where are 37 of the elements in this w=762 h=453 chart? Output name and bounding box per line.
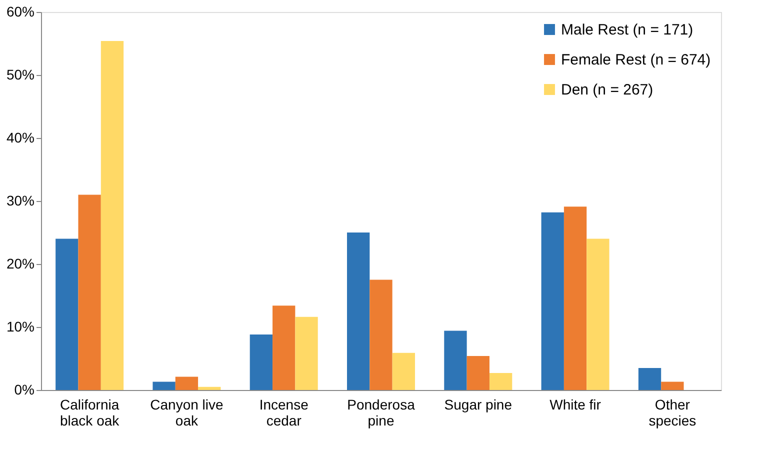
- x-tick-label: California black oak: [60, 396, 120, 428]
- bar: [175, 376, 198, 390]
- bar: [56, 238, 78, 390]
- bar: [489, 372, 512, 390]
- y-tick-label: 10%: [6, 318, 34, 334]
- x-tick-label: Canyon live oak: [150, 396, 224, 428]
- y-tick-label: 40%: [6, 130, 34, 146]
- bar: [370, 280, 392, 390]
- bar: [272, 306, 296, 390]
- y-tick-label: 20%: [6, 256, 34, 272]
- bar: [347, 232, 370, 390]
- bar: [564, 206, 587, 390]
- bar: [661, 382, 684, 390]
- bar: [152, 382, 176, 390]
- y-tick-label: 50%: [6, 66, 34, 82]
- bar: [444, 330, 467, 390]
- x-tick-label: Incense cedar: [259, 396, 309, 428]
- x-tick-label: White fir: [550, 396, 602, 412]
- bar: [541, 212, 564, 390]
- bar: [392, 352, 415, 390]
- y-tick-label: 60%: [6, 4, 34, 20]
- y-tick-label: 30%: [6, 192, 34, 208]
- bar: [466, 356, 490, 390]
- bar: [198, 386, 221, 390]
- bar: [100, 40, 124, 390]
- bar: [586, 238, 610, 390]
- x-tick-label: Other species: [648, 396, 696, 428]
- x-tick-label: Sugar pine: [444, 396, 512, 412]
- x-tick-label: Ponderosa pine: [347, 396, 416, 428]
- legend-label: Female Rest (n = 674): [561, 52, 711, 68]
- legend-label: Male Rest (n = 171): [561, 22, 694, 38]
- y-tick-label: 0%: [14, 382, 34, 398]
- bar: [78, 194, 101, 390]
- legend-label: Den (n = 267): [561, 82, 654, 98]
- bar: [250, 334, 273, 390]
- bar: [638, 368, 662, 390]
- bar: [295, 316, 318, 390]
